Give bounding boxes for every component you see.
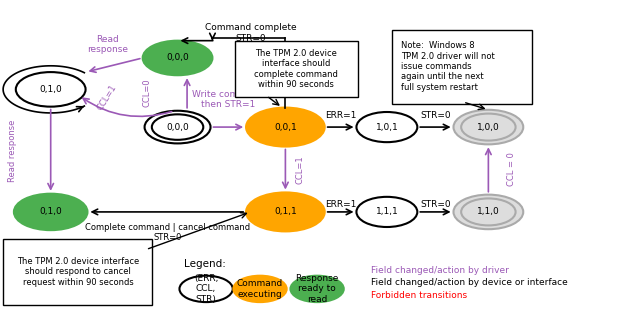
Circle shape — [180, 276, 233, 302]
Text: Read response: Read response — [8, 120, 17, 182]
Text: (ERR,
CCL,
STR): (ERR, CCL, STR) — [194, 274, 218, 304]
Text: 0,1,0: 0,1,0 — [39, 85, 62, 94]
Text: 0,0,0: 0,0,0 — [166, 123, 189, 132]
Text: 1,0,1: 1,0,1 — [376, 123, 398, 132]
Text: Field changed/action by driver: Field changed/action by driver — [371, 266, 509, 275]
Circle shape — [14, 194, 87, 230]
Text: Note:  Windows 8
TPM 2.0 driver will not
issue commands
again until the next
ful: Note: Windows 8 TPM 2.0 driver will not … — [401, 41, 495, 92]
Circle shape — [453, 195, 523, 229]
Text: 1,1,1: 1,1,1 — [376, 207, 398, 217]
Circle shape — [234, 276, 287, 302]
FancyBboxPatch shape — [234, 41, 358, 97]
Text: Command complete
STR=0: Command complete STR=0 — [205, 23, 297, 42]
Text: CCL = 0: CCL = 0 — [507, 152, 516, 186]
Text: CCL=1: CCL=1 — [295, 155, 304, 184]
Text: STR=0: STR=0 — [421, 200, 451, 209]
Circle shape — [356, 197, 417, 227]
Text: STR=0: STR=0 — [421, 111, 451, 120]
FancyBboxPatch shape — [3, 239, 152, 305]
FancyBboxPatch shape — [392, 30, 532, 104]
Text: Response
ready to
read: Response ready to read — [295, 274, 339, 304]
Text: The TPM 2.0 device
interface should
complete command
within 90 seconds: The TPM 2.0 device interface should comp… — [254, 49, 338, 89]
Text: 1,0,0: 1,0,0 — [477, 123, 499, 132]
Text: 0,0,1: 0,0,1 — [274, 123, 297, 132]
Circle shape — [356, 112, 417, 142]
Text: ERR=1: ERR=1 — [325, 200, 356, 209]
Text: The TPM 2.0 device interface
should respond to cancel
request within 90 seconds: The TPM 2.0 device interface should resp… — [17, 257, 139, 287]
Circle shape — [143, 41, 213, 75]
Text: CCL=1: CCL=1 — [95, 83, 118, 113]
Text: 0,0,0: 0,0,0 — [166, 54, 189, 62]
Text: 1,1,0: 1,1,0 — [477, 207, 499, 217]
Text: 0,1,0: 0,1,0 — [39, 207, 62, 217]
Circle shape — [16, 72, 85, 107]
Text: ERR=1: ERR=1 — [325, 111, 356, 120]
Text: Forbidden transitions: Forbidden transitions — [371, 291, 467, 300]
Text: Read
response: Read response — [87, 35, 128, 54]
Text: Field changed/action by device or interface: Field changed/action by device or interf… — [371, 278, 568, 287]
Text: CCL=0: CCL=0 — [143, 79, 152, 107]
Circle shape — [246, 192, 325, 231]
Circle shape — [246, 107, 325, 146]
Text: Write command
then STR=1: Write command then STR=1 — [193, 90, 265, 109]
Text: Command
executing: Command executing — [237, 279, 283, 299]
Circle shape — [453, 110, 523, 144]
Text: Complete command | cancel command
STR=0: Complete command | cancel command STR=0 — [85, 223, 250, 242]
Circle shape — [290, 276, 343, 302]
Text: 0,1,1: 0,1,1 — [274, 207, 297, 217]
Circle shape — [144, 111, 211, 143]
Text: Legend:: Legend: — [184, 259, 226, 269]
